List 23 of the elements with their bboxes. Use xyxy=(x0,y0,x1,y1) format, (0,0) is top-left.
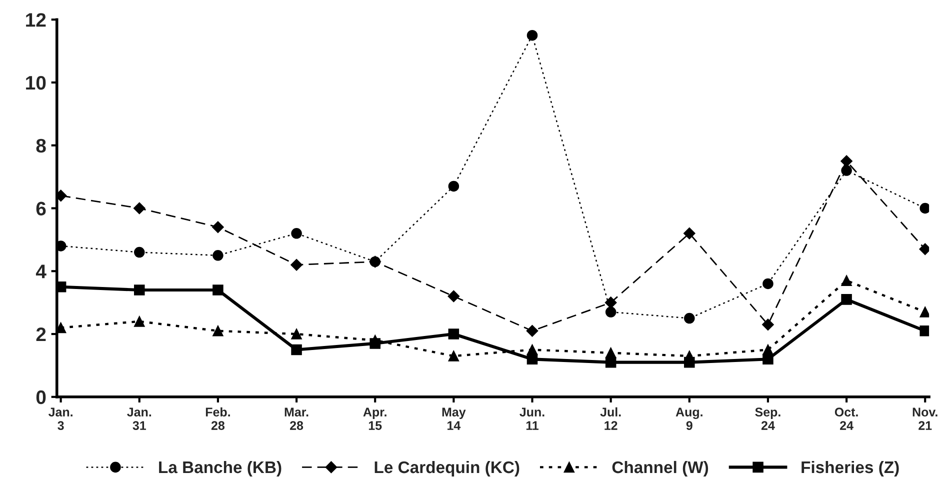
y-tick-label: 10 xyxy=(26,76,46,90)
legend-label: Channel (W) xyxy=(612,460,708,476)
x-tick-label: Nov. 21 xyxy=(912,408,938,430)
x-tick-label: Sep. 24 xyxy=(755,408,780,430)
x-tick-label: Feb. 28 xyxy=(206,407,230,430)
legend-label: La Banche (KB) xyxy=(159,460,282,476)
x-tick-label: Jun. 11 xyxy=(520,408,544,430)
x-tick-label: Oct. 24 xyxy=(834,408,858,430)
x-tick-label: Aug. 9 xyxy=(676,408,702,430)
legend-label: Fisheries (Z) xyxy=(802,460,899,476)
x-tick-label: May 14 xyxy=(442,408,466,430)
x-tick-label: Apr. 15 xyxy=(363,408,386,430)
legend-label: Le Cardequin (KC) xyxy=(374,460,520,476)
y-tick-label: 4 xyxy=(36,264,46,278)
y-tick-label: 2 xyxy=(36,327,46,342)
y-tick-label: 12 xyxy=(26,13,46,27)
x-tick-label: Jan. 31 xyxy=(127,408,152,430)
x-tick-label: Mar. 28 xyxy=(284,408,308,430)
y-tick-label: 0 xyxy=(36,390,46,404)
x-tick-label: Jul. 12 xyxy=(600,407,621,430)
y-tick-label: 8 xyxy=(36,138,46,153)
x-tick-label: Jan. 3 xyxy=(48,408,72,430)
y-tick-label: 6 xyxy=(36,202,46,216)
